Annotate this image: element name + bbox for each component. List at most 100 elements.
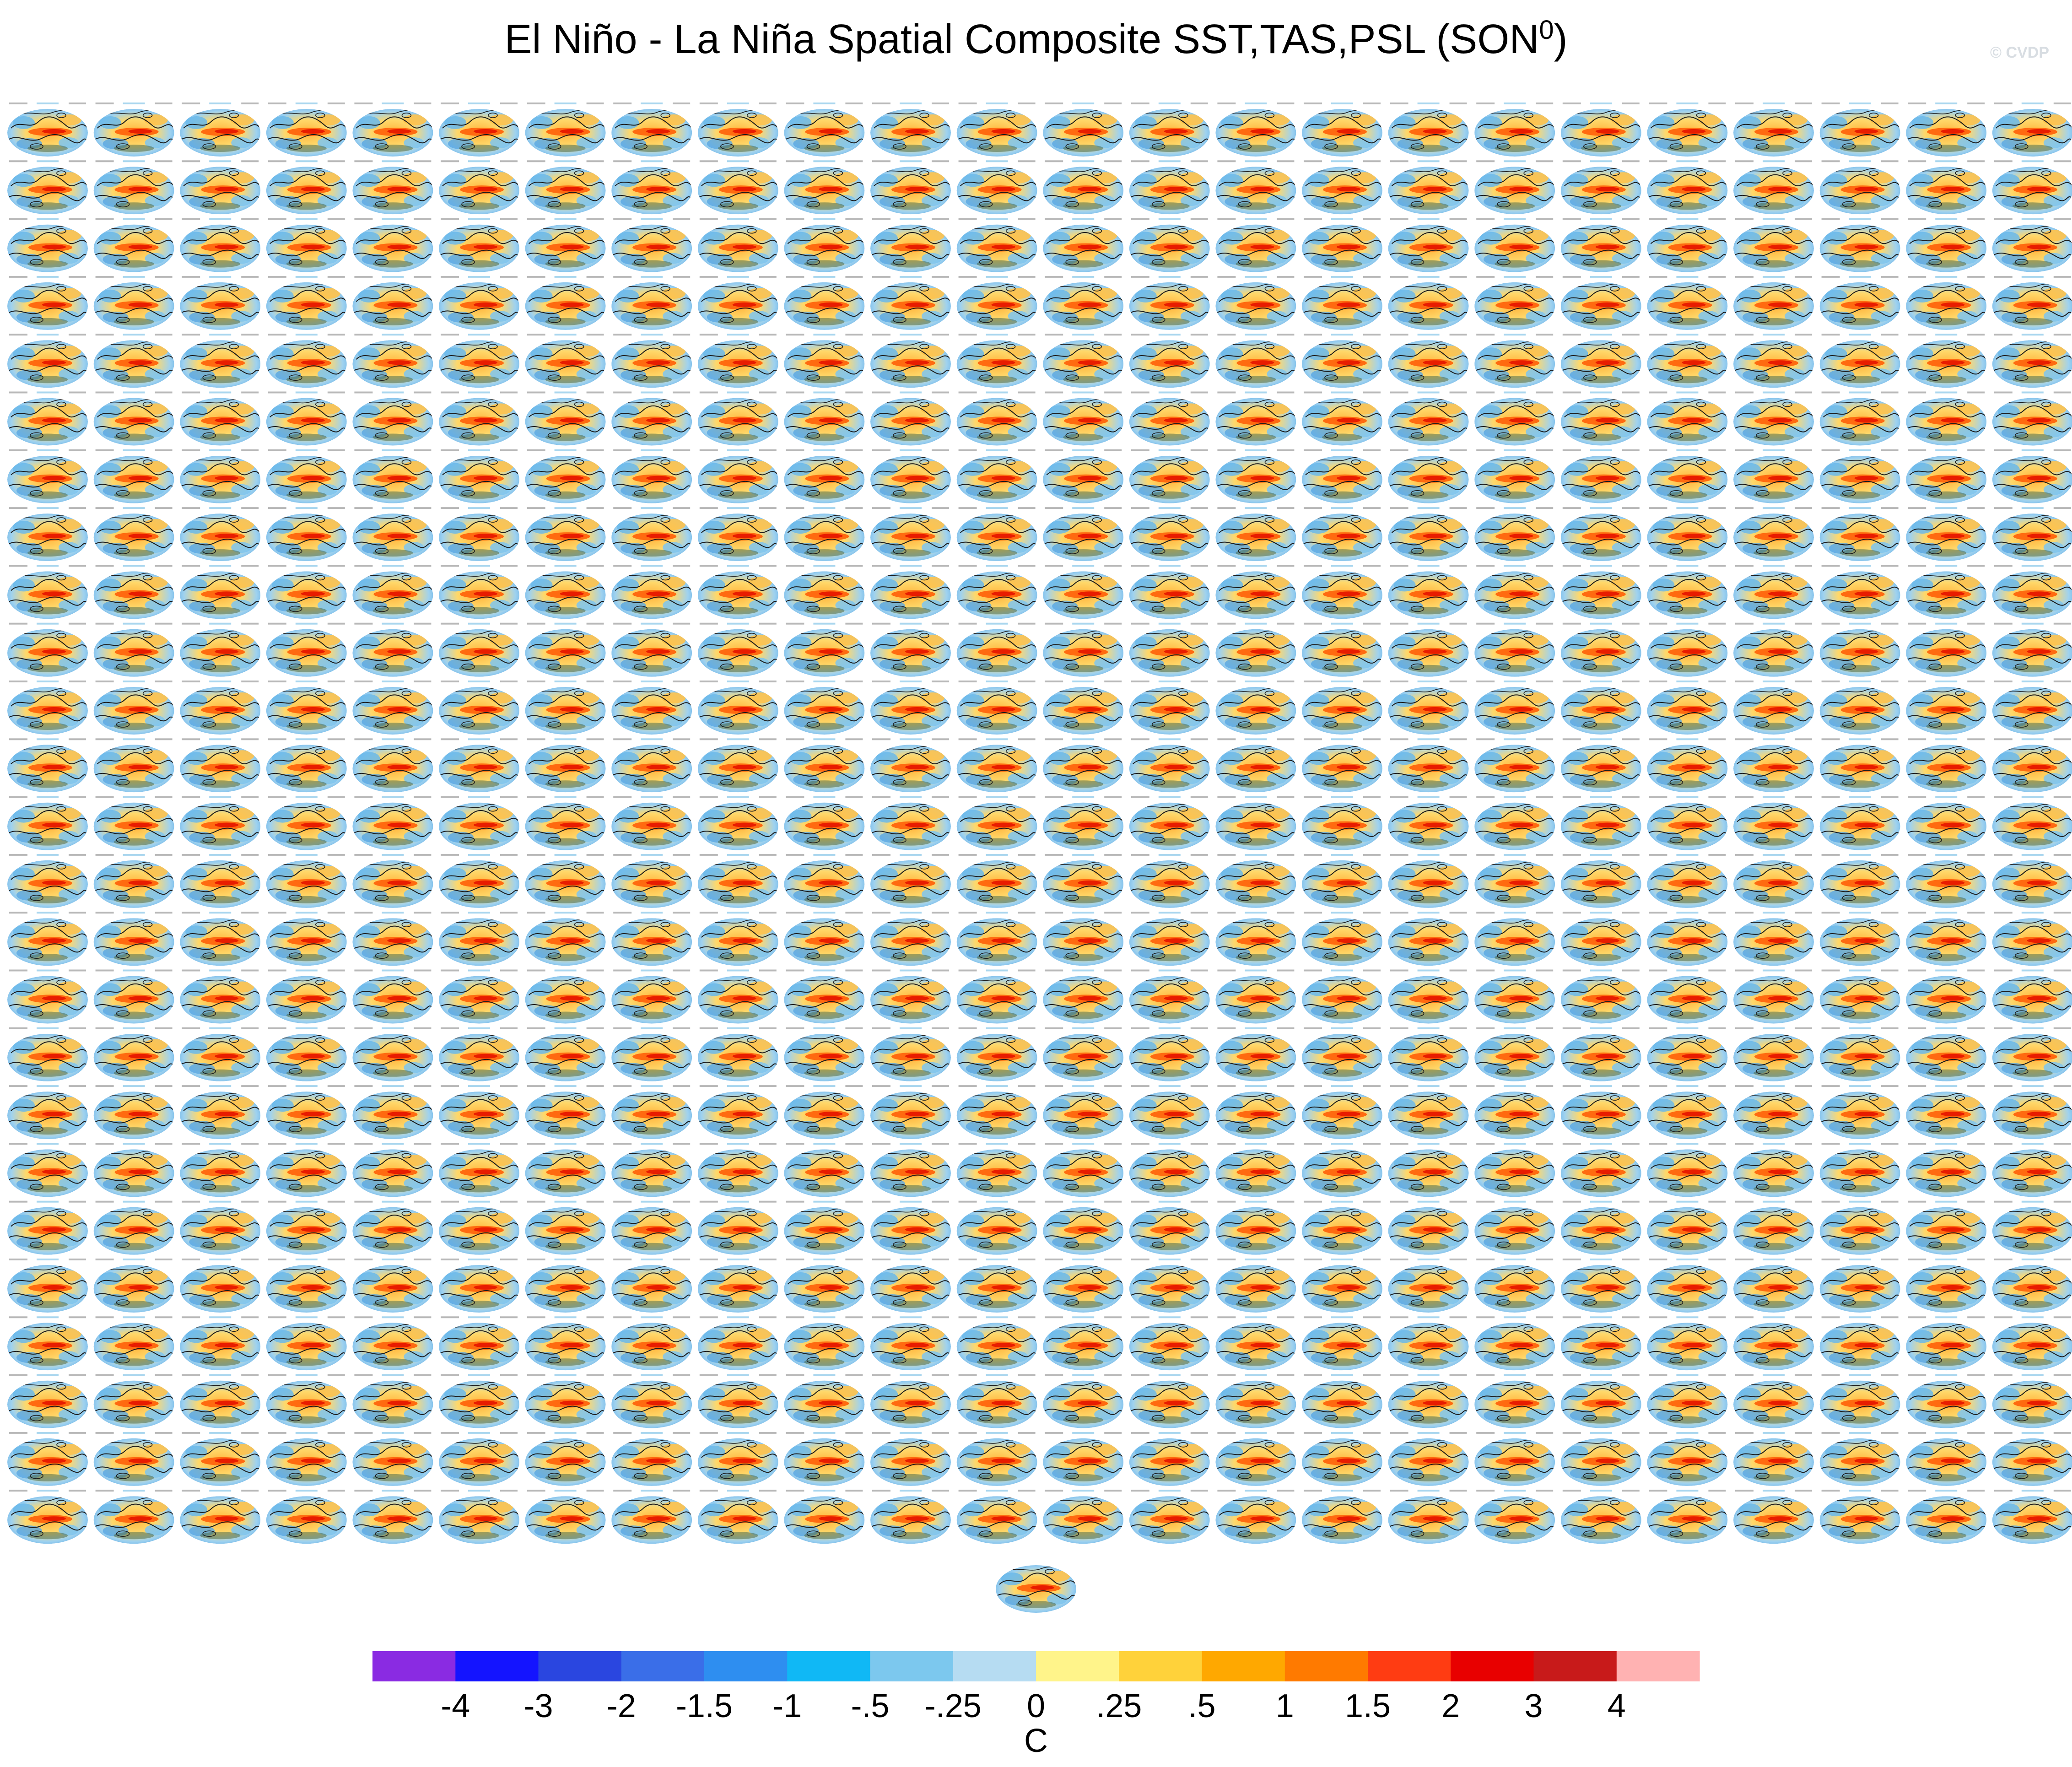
map-panel (870, 334, 951, 388)
map-panel (266, 1316, 347, 1370)
map-panel (1043, 507, 1123, 561)
map-panel (94, 1259, 174, 1313)
map-panel (1474, 1374, 1555, 1428)
map-panel (957, 103, 1037, 157)
map-panel (1302, 969, 1382, 1024)
colorbar-bin (455, 1651, 539, 1681)
map-panel (1992, 1027, 2072, 1081)
map-panel (7, 1200, 88, 1255)
map-panel (1215, 1085, 1296, 1139)
map-panel (611, 622, 692, 677)
map-panel (870, 1200, 951, 1255)
map-panel (439, 1374, 519, 1428)
colorbar-bin (1284, 1651, 1368, 1681)
map-panel (1906, 391, 1986, 446)
map-panel (1906, 1027, 1986, 1081)
colorbar-tick-label: .5 (1188, 1688, 1215, 1724)
map-panel (870, 507, 951, 561)
map-panel (1733, 1027, 1814, 1081)
map-panel (266, 334, 347, 388)
map-panel (784, 912, 864, 966)
map-panel (7, 565, 88, 619)
map-panel (180, 276, 260, 330)
map-panel (7, 1432, 88, 1486)
map-panel (870, 218, 951, 272)
map-panel (1129, 1143, 1210, 1197)
map-panel (180, 1085, 260, 1139)
map-panel (525, 796, 606, 850)
map-panel (1992, 738, 2072, 792)
map-panel (266, 449, 347, 503)
map-panel (1474, 334, 1555, 388)
figure-title: El Niño - La Niña Spatial Composite SST,… (0, 16, 2072, 62)
map-panel (352, 1374, 433, 1428)
map-panel (439, 738, 519, 792)
map-panel (94, 854, 174, 908)
map-panel (1215, 1374, 1296, 1428)
map-panel (1215, 449, 1296, 503)
map-panel (1388, 1085, 1469, 1139)
map-panel (611, 854, 692, 908)
map-panel (1820, 738, 1900, 792)
map-panel (870, 565, 951, 619)
map-panel (1647, 218, 1727, 272)
map-panel (870, 1490, 951, 1544)
map-panel (94, 103, 174, 157)
map-panel (1561, 103, 1641, 157)
title-superscript: 0 (1539, 15, 1554, 45)
map-panel (1733, 969, 1814, 1024)
map-panel (1215, 796, 1296, 850)
map-panel (1302, 1374, 1382, 1428)
map-panel (1302, 1432, 1382, 1486)
map-panel (870, 1374, 951, 1428)
map-panel (94, 507, 174, 561)
colorbar-tick-label: -3 (523, 1688, 553, 1724)
map-panel (1992, 334, 2072, 388)
map-panel (1647, 796, 1727, 850)
map-panel (957, 969, 1037, 1024)
map-panel (1129, 565, 1210, 619)
map-panel (784, 1490, 864, 1544)
map-panel (94, 1143, 174, 1197)
map-panel (611, 1027, 692, 1081)
map-panel (1302, 1490, 1382, 1544)
map-panel (1820, 1490, 1900, 1544)
map-panel (698, 565, 778, 619)
map-panel (180, 969, 260, 1024)
map-panel (1561, 565, 1641, 619)
map-panel (266, 160, 347, 214)
map-panel (1647, 912, 1727, 966)
map-panel (1647, 1374, 1727, 1428)
colorbar-bin (1451, 1651, 1534, 1681)
map-panel (1733, 391, 1814, 446)
map-panel (1647, 391, 1727, 446)
map-panel (1388, 912, 1469, 966)
map-panel (352, 507, 433, 561)
map-panel (1043, 622, 1123, 677)
map-panel (611, 334, 692, 388)
map-panel (180, 1432, 260, 1486)
colorbar-bin (953, 1651, 1036, 1681)
map-panel (1043, 912, 1123, 966)
map-panel (266, 391, 347, 446)
map-panel (1820, 1027, 1900, 1081)
map-panel (1992, 681, 2072, 735)
map-panel (957, 796, 1037, 850)
map-panel (1129, 912, 1210, 966)
map-panel (1129, 1374, 1210, 1428)
map-panel (94, 218, 174, 272)
map-panel (1733, 738, 1814, 792)
map-panel (7, 1085, 88, 1139)
map-panel (525, 1432, 606, 1486)
map-panel (439, 1259, 519, 1313)
map-panel (1388, 1374, 1469, 1428)
map-panel (1647, 854, 1727, 908)
map-panel (698, 449, 778, 503)
colorbar-unit-label: C (1024, 1723, 1048, 1759)
map-panel (352, 969, 433, 1024)
map-panel (352, 796, 433, 850)
map-panel (1906, 1490, 1986, 1544)
map-panel (1733, 1085, 1814, 1139)
map-panel (1561, 1200, 1641, 1255)
map-panel (525, 218, 606, 272)
